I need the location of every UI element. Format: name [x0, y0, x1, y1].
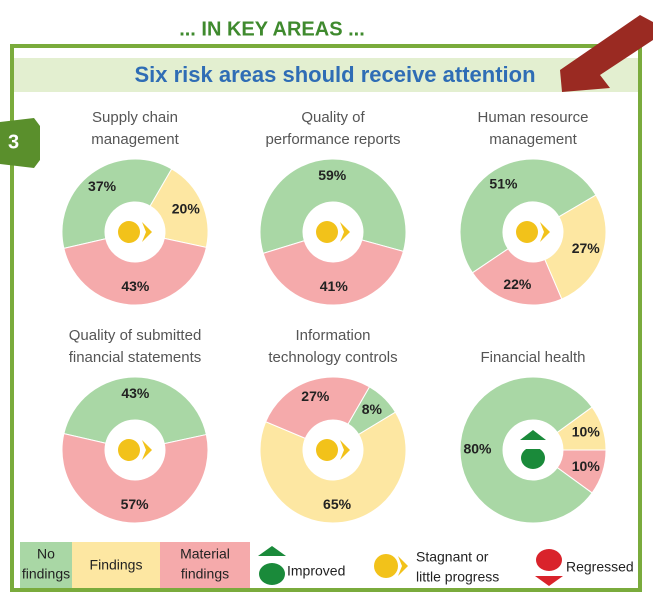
legend: No findings Findings Material findings I…	[20, 542, 634, 588]
donut-chart: Information technology controls 8% 65% 27%	[259, 327, 407, 524]
stagnant-icon	[142, 222, 152, 242]
legend-label: Improved	[287, 563, 345, 579]
legend-label: Stagnant or	[416, 549, 489, 565]
improved-icon	[521, 447, 545, 469]
value-label: 20%	[172, 200, 201, 216]
chart-title: Human resource	[478, 109, 589, 126]
value-label: 65%	[323, 496, 352, 512]
badge-shape	[0, 118, 40, 168]
legend-label: little progress	[416, 569, 499, 585]
frame	[10, 44, 642, 592]
legend-label: Material	[180, 546, 230, 562]
badge: 3	[8, 131, 19, 153]
stagnant-icon	[316, 439, 338, 461]
chart-title: Financial health	[480, 349, 585, 366]
chart-title: management	[489, 131, 577, 148]
legend-label: Findings	[90, 557, 143, 573]
legend-swatch	[160, 542, 250, 588]
value-label: 41%	[320, 278, 349, 294]
value-label: 8%	[362, 401, 383, 417]
stagnant-icon	[340, 222, 350, 242]
legend-swatch	[72, 542, 160, 588]
value-label: 10%	[572, 458, 601, 474]
donut-chart: Supply chain management 37% 20% 43%	[61, 109, 209, 306]
donut-chart: Quality of performance reports 59% 41%	[259, 109, 407, 306]
chart-title: Quality of	[301, 109, 365, 126]
chart-title: Quality of submitted	[69, 327, 202, 344]
legend-label: findings	[22, 566, 70, 582]
chart-title: Information	[295, 327, 370, 344]
value-label: 80%	[463, 441, 492, 457]
chart-title: Supply chain	[92, 109, 178, 126]
value-label: 51%	[489, 176, 518, 192]
improved-icon	[525, 446, 541, 449]
legend-label: findings	[181, 566, 229, 582]
regressed-icon	[535, 549, 563, 586]
value-label: 57%	[121, 496, 150, 512]
stagnant-icon	[142, 440, 152, 460]
legend-label: Regressed	[566, 559, 634, 575]
value-label: 10%	[572, 424, 601, 440]
stagnant-icon	[316, 221, 338, 243]
stagnant-icon	[340, 440, 350, 460]
stagnant-icon	[118, 439, 140, 461]
arrow	[560, 15, 653, 92]
value-label: 37%	[88, 178, 117, 194]
legend-label: No	[37, 546, 55, 562]
chart-title: financial statements	[69, 349, 202, 366]
stagnant-icon	[516, 221, 538, 243]
chart-title: performance reports	[265, 131, 400, 148]
chart-title: management	[91, 131, 179, 148]
value-label: 59%	[318, 167, 347, 183]
title: Six risk areas should receive attention	[134, 62, 535, 87]
header: ... IN KEY AREAS ...	[179, 18, 365, 40]
stagnant-icon	[540, 222, 550, 242]
value-label: 27%	[301, 388, 330, 404]
improved-icon	[520, 430, 546, 440]
title-bar	[14, 58, 638, 92]
value-label: 27%	[572, 240, 601, 256]
improved-icon	[258, 546, 286, 585]
donut-chart: Financial health 10% 10% 80%	[459, 349, 607, 524]
stagnant-icon	[118, 221, 140, 243]
stagnant-icon	[374, 554, 408, 578]
value-label: 43%	[121, 278, 150, 294]
chart-title: technology controls	[268, 349, 397, 366]
donut-chart: Quality of submitted financial statements…	[61, 327, 209, 524]
slice	[265, 376, 371, 440]
value-label: 22%	[503, 276, 532, 292]
legend-swatch	[20, 542, 72, 588]
value-label: 43%	[121, 385, 150, 401]
donut-chart: Human resource management 51% 27% 22%	[459, 109, 607, 306]
